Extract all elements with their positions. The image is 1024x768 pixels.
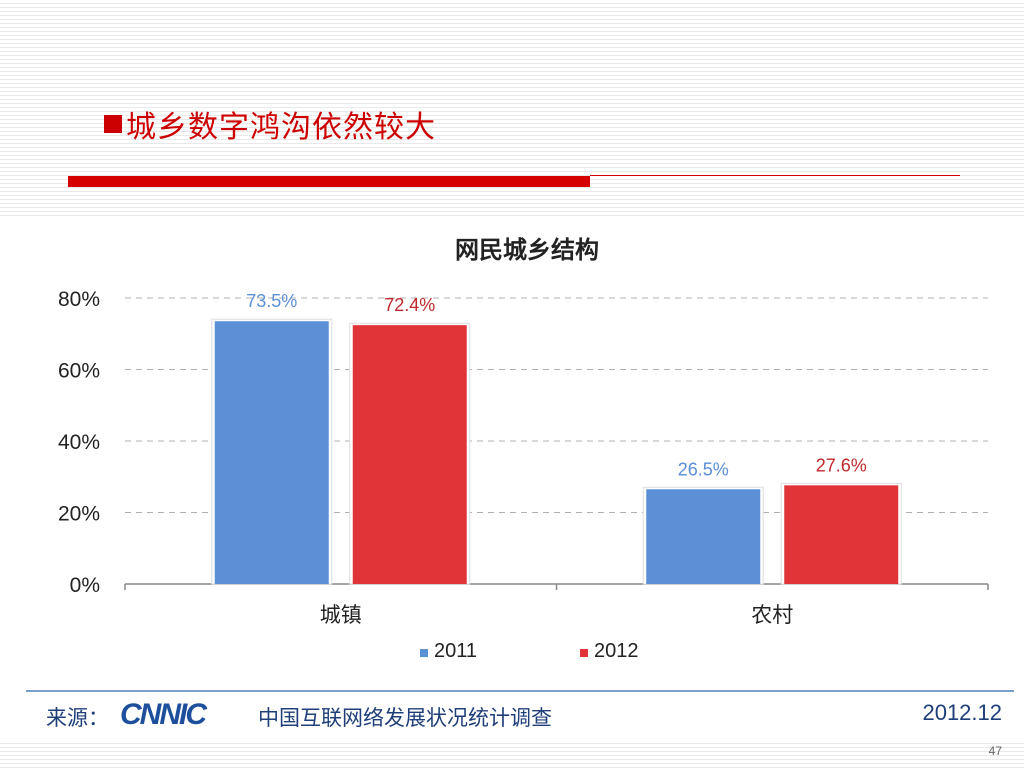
bar xyxy=(784,485,899,584)
data-label: 73.5% xyxy=(246,291,297,311)
page-number: 47 xyxy=(988,744,1002,758)
legend-label: 2012 xyxy=(594,640,639,662)
data-label: 72.4% xyxy=(384,295,435,315)
bar-chart: 网民城乡结构 0% 20% 40% 60% 80% 73.5% 72.4% 城镇 26.5% 27.… xyxy=(58,236,989,662)
y-tick-label: 0% xyxy=(70,574,100,597)
title-rule-thick xyxy=(68,176,590,187)
legend-label: 2011 xyxy=(434,640,477,662)
source-bar: 来源： CNNIC 中国互联网络发展状况统计调查 2012.12 xyxy=(26,690,1014,736)
data-label: 27.6% xyxy=(816,455,867,475)
chart-panel: 网民城乡结构 0% 20% 40% 60% 80% 73.5% 72.4% 城镇 26.5% 27.… xyxy=(0,218,1024,740)
cnnic-logo: CNNIC xyxy=(120,698,207,731)
slide-title: 城乡数字鸿沟依然较大 xyxy=(104,102,436,146)
bar xyxy=(352,325,467,584)
chart-title: 网民城乡结构 xyxy=(455,236,599,264)
y-tick-label: 80% xyxy=(58,288,100,311)
square-bullet-icon xyxy=(104,115,122,133)
x-category-label: 城镇 xyxy=(320,603,362,627)
x-category-label: 农村 xyxy=(751,603,793,627)
bar xyxy=(214,321,329,584)
data-label: 26.5% xyxy=(678,459,729,479)
source-date: 2012.12 xyxy=(922,700,1002,725)
source-label: 来源： xyxy=(46,706,109,730)
slide-title-text: 城乡数字鸿沟依然较大 xyxy=(126,110,436,145)
y-tick-label: 60% xyxy=(58,360,100,383)
source-org: 中国互联网络发展状况统计调查 xyxy=(258,706,552,730)
title-rule-thin xyxy=(590,175,960,176)
y-tick-label: 40% xyxy=(58,431,100,454)
y-tick-label: 20% xyxy=(58,503,100,526)
legend-swatch xyxy=(420,649,428,657)
bar xyxy=(646,489,761,584)
legend-swatch xyxy=(580,649,588,657)
